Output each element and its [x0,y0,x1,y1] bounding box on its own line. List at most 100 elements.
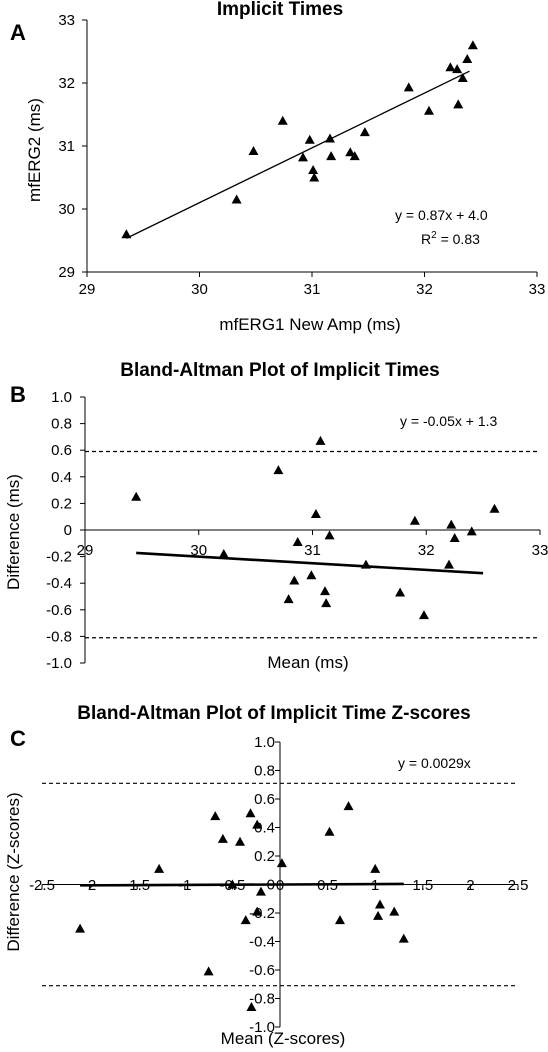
panel-a-data-point [453,99,464,109]
panel-a-x-tick-label: 31 [304,281,321,298]
panel-c-data-point [398,933,409,943]
panel-c-data-point [373,910,384,920]
panel-b-y-tick-label: -1.0 [46,655,72,672]
panel-b-y-tick-label: -0.6 [46,602,72,619]
panel-c-data-point [255,886,266,896]
panel-b-x-tick-label: 30 [190,542,207,559]
panel-c-data-point [343,801,354,811]
panel-a-data-point [359,127,370,137]
panel-a: Implicit Times A mfERG2 (ms) mfERG1 New … [10,0,545,334]
panel-a-x-tick-label: 33 [529,281,546,298]
panel-a-letter: A [10,20,26,45]
panel-c-data-point [246,1002,257,1012]
panel-a-data-point [231,194,242,204]
panel-a-x-tick-label: 32 [416,281,433,298]
panel-b-y-tick-label: 0.8 [51,416,72,433]
panel-a-data-point [349,151,360,161]
panel-b-data-point [218,548,229,558]
panel-c-x-tick-label: 2 [466,877,474,894]
panel-c-letter: C [10,726,26,751]
panel-a-data-point [462,54,473,64]
panel-b-letter: B [10,382,26,407]
panel-c-data-point [276,858,287,868]
panel-c-y-tick-label: 0.2 [254,848,275,865]
panel-c-y-tick-label: -0.4 [249,934,275,951]
panel-b-x-axis-label: Mean (ms) [267,653,348,672]
panel-a-y-tick-label: 33 [58,12,75,29]
panel-c-data-point [252,819,263,829]
panel-a-data-point [121,229,132,239]
panel-c-regression-line [80,882,404,887]
panel-a-x-tick-label: 30 [191,281,208,298]
panel-b-data-point [292,536,303,546]
panel-b-x-tick-label: 33 [532,542,548,559]
panel-a-data-point [467,40,478,50]
panel-b: Bland-Altman Plot of Implicit Times B Di… [4,360,548,672]
panel-a-data-point [248,146,259,156]
panel-b-data-point [306,570,317,580]
panel-b-y-tick-label: -0.2 [46,549,72,566]
panel-a-y-tick-label: 32 [58,75,75,92]
panel-a-x-tick-label: 29 [79,281,96,298]
panel-c-data-point [324,826,335,836]
panel-a-data-point [326,151,337,161]
panel-c-y-tick-label: 1.0 [254,734,275,751]
panel-c-y-tick-label: -0.2 [249,905,275,922]
panel-a-data-point [424,105,434,115]
panel-b-title: Bland-Altman Plot of Implicit Times [120,360,440,381]
panel-a-data-point [445,62,456,72]
panel-a-data-point [325,133,335,143]
panel-c-y-tick-label: -1.0 [249,1019,275,1036]
panel-c-data-point [389,906,400,916]
panel-b-y-tick-label: -0.4 [46,575,72,592]
panel-c-x-tick-label: 1.5 [412,877,433,894]
panel-c-data-point [217,833,228,843]
panel-a-data-point [308,164,319,174]
panel-a-data-point [452,64,463,74]
panel-a-data-point [277,115,288,125]
panel-b-data-point [324,530,335,540]
panel-c-data-point [203,966,214,976]
panel-c-data-point [154,863,165,873]
panel-b-data-point [489,503,500,513]
panel-b-data-point [446,519,457,529]
panel-c-data-point [374,899,385,909]
panel-a-data-point [304,134,315,144]
panel-c-data-point [235,836,246,846]
panel-a-data-point [345,147,356,157]
panel-c-x-axis-label: Mean (Z-scores) [221,1029,346,1048]
panel-b-y-tick-label: 0.2 [51,495,72,512]
panel-a-regression-line [126,70,470,239]
panel-b-y-axis-label: Difference (ms) [4,474,23,590]
panel-c-data-point [370,863,381,873]
panel-c-data-point [334,915,345,925]
panel-c-x-tick-label: 1 [371,877,379,894]
panel-a-equation: y = 0.87x + 4.0 [395,207,488,223]
panel-c-y-tick-label: -0.8 [249,991,275,1008]
panel-c-y-tick-label: 0.6 [254,791,275,808]
panel-b-data-point [449,532,460,542]
panel-a-data-point [298,152,308,162]
panel-b-y-tick-label: 0 [64,522,72,539]
panel-b-x-tick-label: 29 [77,542,94,559]
panel-a-x-axis-label: mfERG1 New Amp (ms) [219,315,400,334]
panel-c-y-tick-label: -0.6 [249,962,275,979]
panel-a-y-tick-label: 29 [58,264,75,281]
panel-a-y-tick-label: 30 [58,201,75,218]
panel-b-data-point [409,515,420,525]
panel-b-y-tick-label: 1.0 [51,389,72,406]
panel-b-data-point [444,559,454,569]
panel-b-data-point [289,575,300,585]
panel-a-data-point [403,82,414,92]
panel-c: Bland-Altman Plot of Implicit Time Z-sco… [4,703,528,1048]
panel-c-y-axis-label: Difference (Z-scores) [4,792,23,951]
panel-b-equation: y = -0.05x + 1.3 [400,413,497,429]
panel-a-r-squared: R2 = 0.83 [421,230,480,247]
panel-b-y-tick-label: 0.6 [51,442,72,459]
panel-b-x-tick-label: 32 [418,542,435,559]
panel-c-data-point [252,906,263,916]
panel-b-x-tick-label: 31 [304,542,321,559]
panel-b-data-point [320,586,331,596]
panel-b-data-point [131,491,142,501]
